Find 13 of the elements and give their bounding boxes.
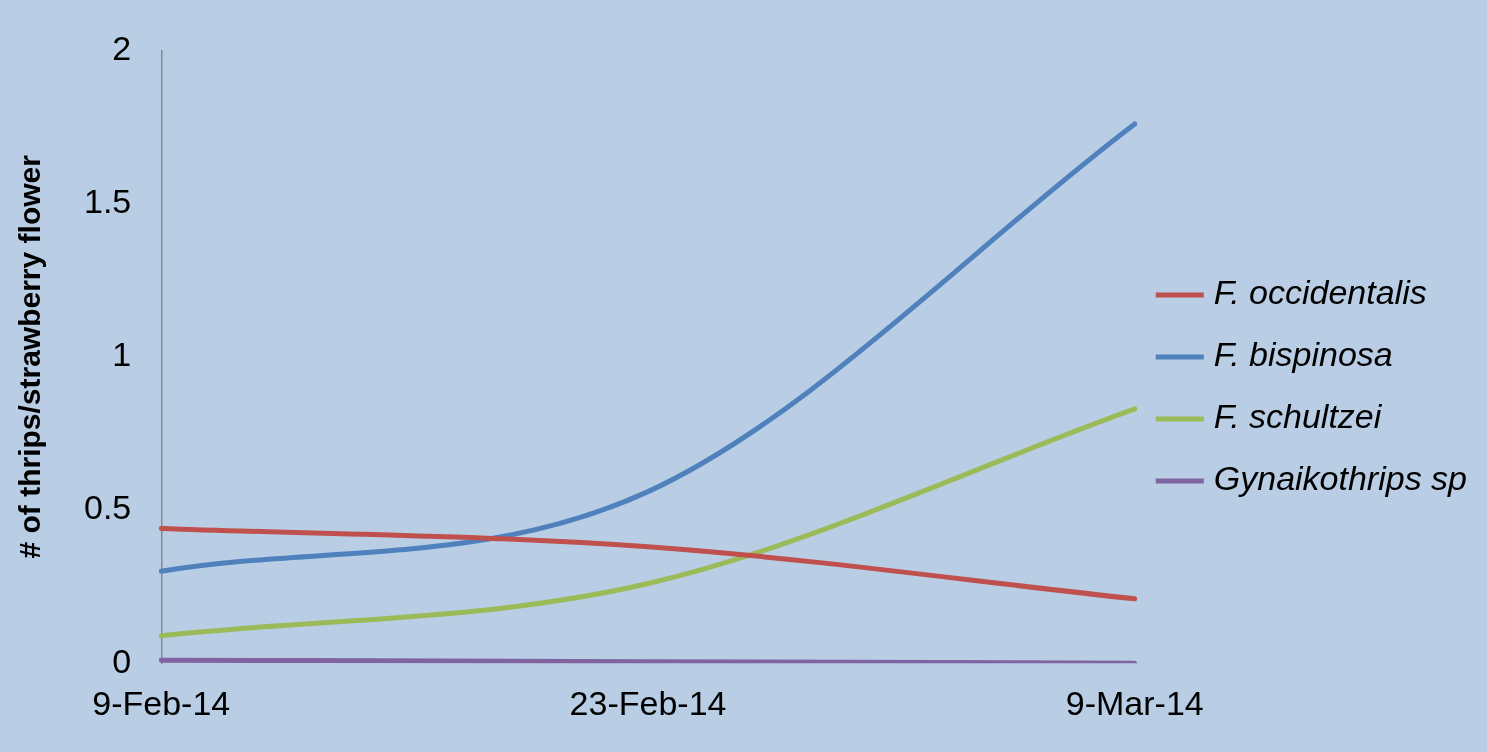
- y-tick-label: 2: [112, 28, 132, 67]
- y-tick-label: 1: [112, 335, 132, 374]
- legend-label: F. bispinosa: [1213, 335, 1393, 374]
- x-tick-label: 23-Feb-14: [569, 683, 727, 722]
- legend-label: Gynaikothrips sp: [1213, 459, 1468, 498]
- y-tick-label: 1.5: [84, 181, 132, 220]
- y-tick-label: 0: [112, 641, 132, 680]
- y-tick-label: 0.5: [84, 488, 132, 527]
- legend-label: F. occidentalis: [1213, 273, 1427, 312]
- y-axis-title: # of thrips/strawberry flower: [13, 154, 47, 559]
- legend-label: F. schultzei: [1213, 397, 1383, 436]
- x-tick-label: 9-Mar-14: [1065, 683, 1204, 722]
- x-tick-label: 9-Feb-14: [92, 683, 231, 722]
